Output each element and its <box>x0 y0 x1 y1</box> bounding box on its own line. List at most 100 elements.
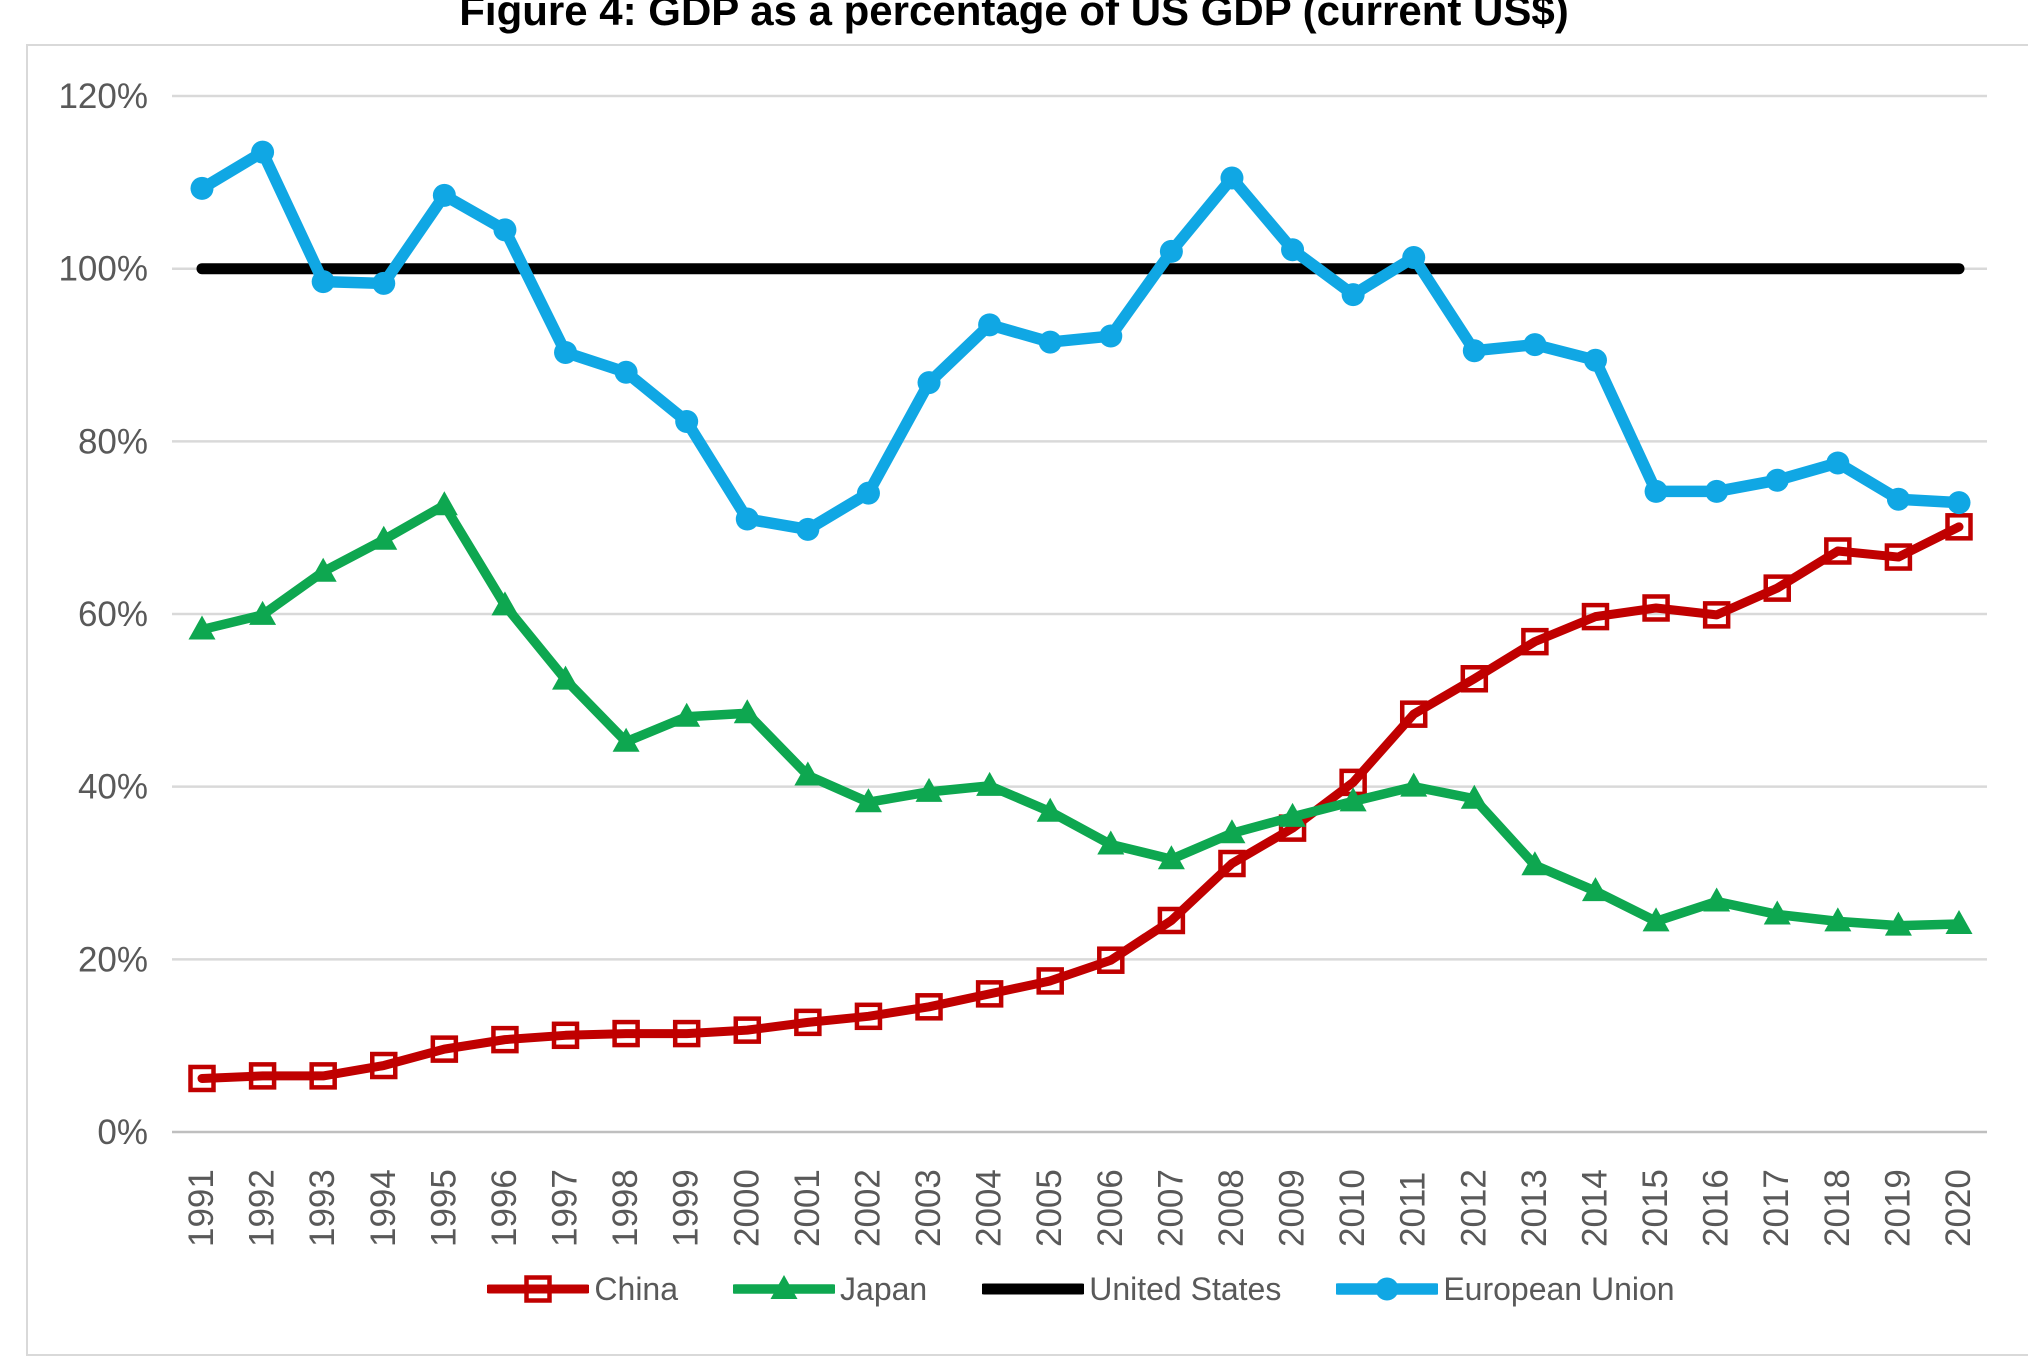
marker-european-union-2006 <box>1099 324 1123 348</box>
marker-european-union-2018 <box>1826 451 1850 475</box>
legend-marker-china <box>524 1275 553 1303</box>
marker-european-union-2002 <box>856 481 880 505</box>
x-tick-2015: 2015 <box>1636 1169 1675 1247</box>
y-tick-100: 100% <box>58 250 148 289</box>
legend-label-european-union: European Union <box>1443 1270 1675 1307</box>
marker-european-union-2003 <box>917 371 941 395</box>
marker-china-2017 <box>1763 574 1791 602</box>
x-tick-2019: 2019 <box>1878 1169 1917 1247</box>
x-tick-2009: 2009 <box>1273 1169 1312 1247</box>
x-tick-2004: 2004 <box>970 1169 1009 1247</box>
x-tick-1994: 1994 <box>364 1169 403 1247</box>
chart-frame <box>26 44 2028 1356</box>
x-tick-2002: 2002 <box>848 1169 887 1247</box>
marker-china-2013 <box>1521 627 1549 656</box>
x-tick-2017: 2017 <box>1757 1169 1796 1247</box>
marker-japan-1999 <box>673 702 701 727</box>
marker-japan-2005 <box>1036 797 1064 822</box>
marker-european-union-2000 <box>735 507 759 531</box>
marker-japan-2013 <box>1521 851 1549 876</box>
marker-japan-1998 <box>612 727 640 752</box>
marker-european-union-1995 <box>432 183 456 207</box>
marker-japan-2001 <box>794 761 822 786</box>
marker-european-union-2015 <box>1644 479 1668 503</box>
marker-china-2020 <box>1945 513 1973 541</box>
marker-china-1991 <box>188 1064 216 1093</box>
y-tick-0: 0% <box>97 1113 148 1152</box>
x-tick-2007: 2007 <box>1151 1169 1190 1247</box>
x-tick-2014: 2014 <box>1575 1169 1614 1247</box>
x-tick-2012: 2012 <box>1454 1169 1493 1247</box>
marker-european-union-2011 <box>1402 245 1426 269</box>
marker-japan-1996 <box>491 591 519 616</box>
x-tick-2016: 2016 <box>1697 1169 1736 1247</box>
marker-china-2018 <box>1824 537 1852 565</box>
marker-european-union-2020 <box>1947 491 1971 515</box>
marker-china-2012 <box>1460 665 1489 693</box>
x-tick-1995: 1995 <box>424 1169 463 1247</box>
legend: China Japan United States European Union <box>175 1258 1987 1320</box>
y-tick-20: 20% <box>78 940 148 979</box>
marker-european-union-1993 <box>311 270 335 294</box>
marker-china-1998 <box>612 1019 640 1048</box>
marker-european-union-2017 <box>1765 468 1789 492</box>
marker-european-union-1996 <box>493 218 517 242</box>
marker-china-1993 <box>309 1062 337 1090</box>
marker-japan-2006 <box>1097 830 1125 855</box>
marker-japan-2002 <box>854 788 882 813</box>
marker-japan-2009 <box>1279 802 1307 827</box>
marker-china-2015 <box>1642 594 1670 622</box>
marker-china-2003 <box>915 993 943 1021</box>
x-tick-1992: 1992 <box>243 1169 282 1247</box>
marker-european-union-2016 <box>1705 479 1729 503</box>
series-european-union <box>190 140 1971 541</box>
x-tick-2011: 2011 <box>1394 1172 1433 1247</box>
marker-european-union-2009 <box>1281 238 1305 262</box>
marker-japan-1995 <box>430 491 458 516</box>
marker-european-union-1991 <box>190 176 214 200</box>
x-tick-1991: 1991 <box>182 1169 221 1247</box>
marker-european-union-1999 <box>675 410 699 434</box>
plot-area: 0% 20% 40% 60% 80% 100% 120% 1991 1992 1993 1994 19… <box>58 77 1987 1247</box>
marker-china-2006 <box>1097 946 1125 974</box>
legend-marker-european-union <box>1375 1277 1399 1301</box>
marker-china-1999 <box>672 1019 701 1048</box>
marker-japan-2014 <box>1581 877 1609 902</box>
marker-european-union-1992 <box>251 140 275 164</box>
marker-japan-2000 <box>733 699 761 724</box>
marker-japan-1991 <box>188 615 216 640</box>
marker-japan-2003 <box>915 777 943 802</box>
marker-european-union-2013 <box>1523 333 1547 357</box>
series-china <box>188 513 1973 1093</box>
marker-japan-2007 <box>1157 845 1185 870</box>
legend-swatch-united-states <box>982 1283 1085 1295</box>
legend-swatch-japan <box>733 1275 836 1299</box>
marker-japan-2008 <box>1218 819 1246 844</box>
legend-label-united-states: United States <box>1089 1270 1282 1307</box>
marker-china-2019 <box>1884 543 1913 571</box>
marker-china-2014 <box>1581 602 1610 631</box>
marker-japan-2004 <box>976 771 1004 796</box>
marker-china-2005 <box>1036 967 1064 995</box>
marker-european-union-2004 <box>978 313 1002 337</box>
marker-european-union-2007 <box>1159 239 1183 263</box>
series-line-china <box>197 522 1964 1083</box>
marker-european-union-2014 <box>1583 348 1607 372</box>
marker-japan-2010 <box>1339 787 1367 812</box>
marker-japan-2020 <box>1945 909 1973 934</box>
marker-china-2016 <box>1702 601 1731 629</box>
legend-marker-japan <box>770 1275 798 1299</box>
marker-european-union-1994 <box>372 271 396 295</box>
series-japan <box>188 491 1973 936</box>
x-tick-2000: 2000 <box>727 1169 766 1247</box>
marker-japan-1992 <box>249 600 277 625</box>
y-tick-120: 120% <box>58 77 148 116</box>
marker-china-2000 <box>733 1016 762 1044</box>
marker-european-union-2010 <box>1341 283 1365 307</box>
marker-european-union-2012 <box>1462 339 1486 363</box>
marker-japan-1997 <box>552 665 580 690</box>
x-tick-2018: 2018 <box>1818 1169 1857 1247</box>
marker-china-2002 <box>854 1002 883 1031</box>
marker-european-union-1998 <box>614 360 638 384</box>
marker-japan-1993 <box>309 557 337 582</box>
